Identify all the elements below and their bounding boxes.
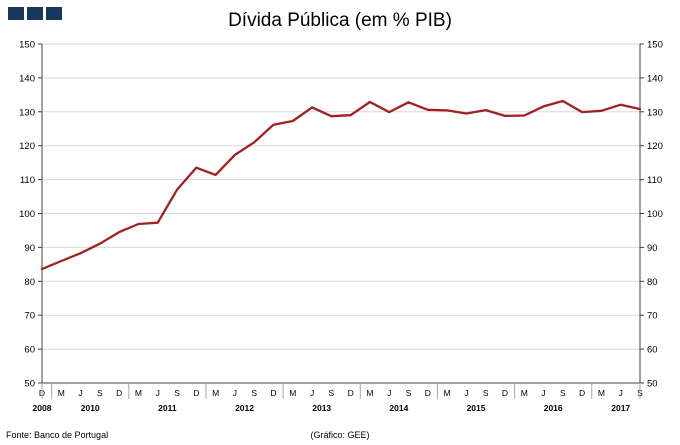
- x-axis-quarter-label: J: [541, 388, 545, 398]
- x-axis-quarter-label: M: [212, 388, 219, 398]
- y-axis-label-left: 100: [19, 209, 35, 220]
- y-axis-label-right: 80: [647, 277, 658, 288]
- y-axis-label-right: 150: [647, 40, 663, 51]
- x-axis-quarter-label: S: [329, 388, 335, 398]
- y-axis-label-left: 70: [24, 311, 35, 322]
- x-axis-quarter-label: M: [289, 388, 296, 398]
- footer: Fonte: Banco de Portugal (Gráfico: GEE): [0, 428, 680, 444]
- x-axis-quarter-label: D: [348, 388, 354, 398]
- x-axis-quarter-label: S: [483, 388, 489, 398]
- x-axis-year-label: 2015: [467, 403, 486, 413]
- y-axis-label-left: 60: [24, 345, 35, 356]
- x-axis-quarter-label: J: [78, 388, 82, 398]
- chart-title: Dívida Pública (em % PIB): [228, 10, 452, 31]
- x-axis-year-label: 2011: [158, 403, 177, 413]
- y-axis-label-right: 50: [647, 379, 658, 390]
- x-axis-year-label: 2017: [611, 403, 630, 413]
- x-axis-quarter-label: S: [174, 388, 180, 398]
- x-axis-quarter-label: D: [270, 388, 276, 398]
- credit-note: (Gráfico: GEE): [310, 430, 370, 440]
- y-axis-label-left: 140: [19, 73, 35, 84]
- logo-square: [8, 7, 24, 20]
- x-axis-quarter-label: S: [251, 388, 257, 398]
- x-axis-quarter-label: D: [425, 388, 431, 398]
- x-axis-quarter-label: D: [116, 388, 122, 398]
- x-axis-year-label: 2008: [33, 403, 52, 413]
- x-axis-quarter-label: J: [387, 388, 391, 398]
- line-chart: 50 50 60 60 70 70 80 80 90 90 100 100 110 110 120 120 13…: [19, 40, 663, 414]
- x-axis-quarter-label: M: [366, 388, 373, 398]
- y-axis-label-left: 50: [24, 379, 35, 390]
- x-axis-quarter-label: J: [619, 388, 623, 398]
- x-axis-quarter-label: M: [521, 388, 528, 398]
- x-axis-quarter-label: S: [560, 388, 566, 398]
- x-axis-quarter-label: M: [58, 388, 65, 398]
- y-axis-label-right: 110: [647, 175, 662, 186]
- x-axis-year-label: 2013: [312, 403, 331, 413]
- x-axis-quarter-label: D: [502, 388, 508, 398]
- y-axis-label-left: 90: [24, 243, 35, 254]
- x-axis-year-label: 2016: [544, 403, 563, 413]
- source-note: Fonte: Banco de Portugal: [6, 430, 109, 440]
- y-axis-label-right: 90: [647, 243, 658, 254]
- logo: [8, 7, 62, 20]
- x-axis-quarter-label: J: [156, 388, 160, 398]
- y-axis-label-right: 100: [647, 209, 663, 220]
- x-axis-quarter-label: S: [97, 388, 103, 398]
- logo-square: [27, 7, 43, 20]
- x-axis-quarter-label: M: [135, 388, 142, 398]
- y-axis-label-left: 130: [19, 107, 35, 118]
- y-axis-label-left: 80: [24, 277, 35, 288]
- x-axis-year-label: 2012: [235, 403, 254, 413]
- y-axis-label-right: 140: [647, 73, 663, 84]
- x-axis-quarter-label: J: [310, 388, 314, 398]
- x-axis-quarter-label: J: [233, 388, 237, 398]
- x-axis-year-label: 2010: [81, 403, 100, 413]
- x-axis-year-label: 2014: [389, 403, 408, 413]
- x-axis-quarter-label: J: [464, 388, 468, 398]
- x-axis-quarter-label: S: [406, 388, 412, 398]
- x-axis-quarter-label: M: [598, 388, 605, 398]
- logo-square: [46, 7, 62, 20]
- y-axis-label-left: 150: [19, 40, 35, 51]
- debt-series-line: [40, 99, 642, 271]
- x-axis-quarter-label: D: [579, 388, 585, 398]
- y-axis-label-right: 130: [647, 107, 663, 118]
- y-axis-label-left: 110: [20, 175, 35, 186]
- x-axis-quarter-label: M: [444, 388, 451, 398]
- y-axis-label-right: 70: [647, 311, 658, 322]
- y-axis-label-right: 120: [647, 141, 663, 152]
- y-axis-label-right: 60: [647, 345, 658, 356]
- y-axis-label-left: 120: [19, 141, 35, 152]
- x-axis-quarter-label: D: [193, 388, 199, 398]
